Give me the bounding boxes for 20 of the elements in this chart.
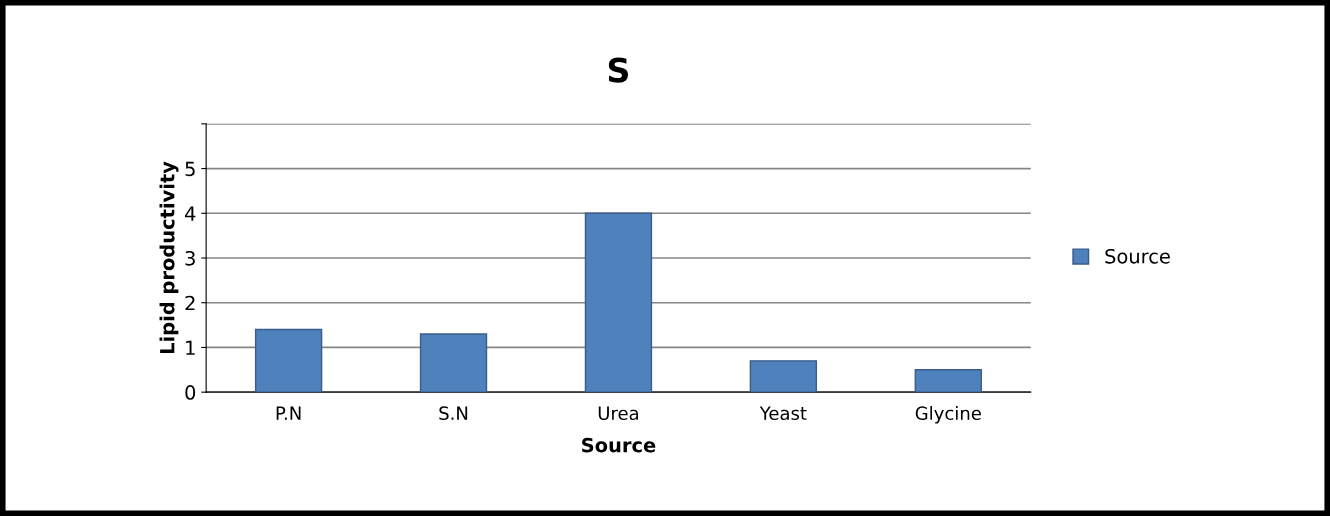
bar [914,369,982,393]
y-tick-label: 2 [185,295,195,311]
y-axis-title: Lipid productivity [159,161,179,354]
x-tick-label: Urea [598,406,639,421]
y-tick-label: 4 [185,206,196,221]
bar [749,360,818,393]
bar [419,333,488,393]
bar [584,212,653,393]
x-tick-label: Glycine [915,406,981,424]
y-tick-label: 3 [185,250,195,266]
y-tick-label: 0 [185,385,196,400]
x-tick-label: Yeast [759,406,807,421]
x-tick-label: S.N [439,406,468,421]
x-axis-title: Source [582,437,656,453]
legend-label: Source [1105,248,1170,264]
chart-title: S [608,57,629,83]
y-tick-label: 1 [186,340,195,355]
x-tick-label: P.N [276,406,301,420]
bar [254,328,323,393]
y-tick-label: 5 [185,161,195,177]
